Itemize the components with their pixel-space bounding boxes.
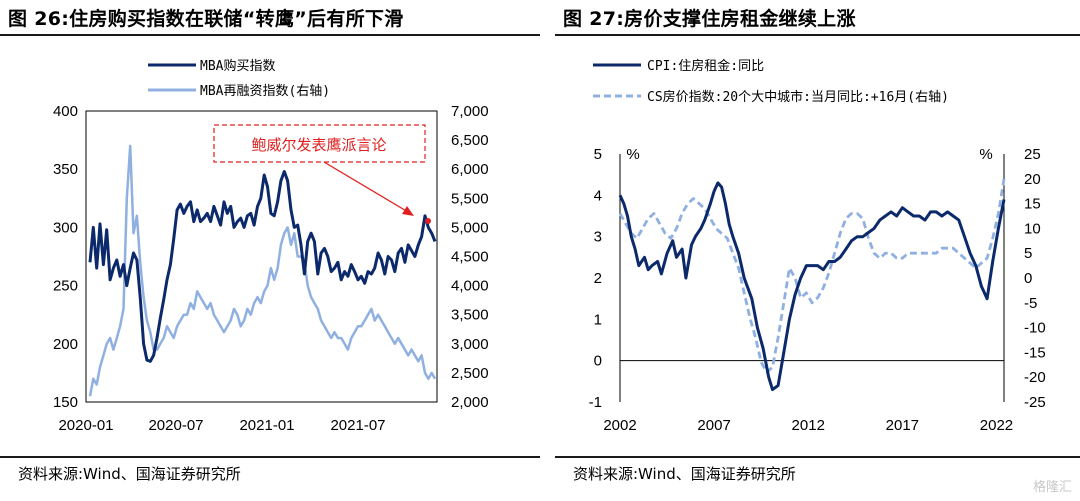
- left-source: 资料来源:Wind、国海证券研究所: [18, 465, 241, 483]
- right-y2-tick-label: 5: [1024, 245, 1032, 262]
- right-x-tick-label: 2012: [792, 417, 825, 434]
- left-y2-tick-label: 5,500: [451, 190, 489, 207]
- right-right-unit: %: [979, 146, 992, 163]
- right-y2-tick-label: -10: [1024, 320, 1046, 337]
- left-y-tick-label: 350: [53, 161, 78, 178]
- mba-refinance-index-line: [88, 144, 437, 397]
- right-y2-tick-label: 0: [1024, 270, 1032, 287]
- right-y2-tick-label: -25: [1024, 394, 1046, 411]
- right-y2-tick-label: 15: [1024, 196, 1041, 213]
- right-y-tick-label: 3: [594, 229, 602, 246]
- right-y2-tick-label: -20: [1024, 369, 1046, 386]
- left-y2-tick-label: 5,000: [451, 219, 489, 236]
- left-x-tick-label: 2021-07: [330, 417, 385, 434]
- left-y-tick-label: 150: [53, 394, 78, 411]
- left-y2-tick-label: 3,000: [451, 336, 489, 353]
- cpi-rent-yoy-line: [618, 181, 1006, 392]
- left-y2-tick-label: 6,500: [451, 132, 489, 149]
- left-x-tick-label: 2020-07: [148, 417, 203, 434]
- right-y2-tick-label: 25: [1024, 146, 1041, 163]
- right-y-tick-label: 1: [594, 311, 602, 328]
- left-figure: 图 26:住房购买指数在联储“转鹰”后有所下滑 400 350 300 250 200 1…: [0, 8, 540, 483]
- left-figure-title: 图 26:住房购买指数在联储“转鹰”后有所下滑: [8, 8, 404, 30]
- right-legend-label: CS房价指数:20个大中城市:当月同比:+16月(右轴): [647, 89, 949, 105]
- right-figure-title: 图 27:房价支撑住房租金继续上涨: [563, 8, 856, 30]
- right-source: 资料来源:Wind、国海证券研究所: [573, 465, 796, 483]
- left-y2-tick-label: 4,500: [451, 249, 489, 266]
- right-y2-tick-label: 20: [1024, 171, 1041, 188]
- right-title-rule: [555, 34, 1080, 36]
- annotation-arrow: [323, 161, 409, 213]
- left-x-tick-label: 2021-01: [239, 417, 294, 434]
- right-source-rule: [555, 456, 1080, 458]
- left-x-tick-label: 2020-01: [58, 417, 113, 434]
- cs-house-price-yoy-line: [618, 178, 1006, 374]
- right-y2-tick-label: 10: [1024, 220, 1041, 237]
- right-y-tick-label: 2: [594, 270, 602, 287]
- left-legend-label: MBA再融资指数(右轴): [200, 84, 330, 99]
- watermark-logo: 格隆汇: [1032, 480, 1072, 495]
- left-y2-tick-label: 3,500: [451, 307, 489, 324]
- right-y-tick-label: 5: [594, 146, 602, 163]
- left-y-tick-label: 200: [53, 336, 78, 353]
- right-left-unit: %: [626, 146, 639, 163]
- left-y2-tick-label: 2,500: [451, 365, 489, 382]
- left-legend-label: MBA购买指数: [200, 58, 275, 74]
- right-y2-tick-label: -15: [1024, 344, 1046, 361]
- right-x-tick-label: 2002: [603, 417, 636, 434]
- left-source-rule: [0, 456, 540, 458]
- right-y-tick-label: -1: [589, 394, 602, 411]
- right-x-tick-label: 2017: [886, 417, 919, 434]
- left-y2-tick-label: 6,000: [451, 161, 489, 178]
- left-title-rule: [0, 34, 540, 36]
- annotation-arrowhead: [402, 206, 414, 216]
- right-y-tick-label: 0: [594, 353, 602, 370]
- right-figure: 图 27:房价支撑住房租金继续上涨 5 4 3 2 1 0 -1 25 20 15 10 5 0 -5 -1…: [555, 0, 1080, 501]
- annotation-marker: [425, 218, 431, 224]
- mba-purchase-index-line: [88, 170, 437, 363]
- left-y-tick-label: 400: [53, 103, 78, 120]
- right-x-tick-label: 2022: [980, 417, 1013, 434]
- right-legend-label: CPI:住房租金:同比: [647, 58, 764, 74]
- right-x-tick-label: 2007: [697, 417, 730, 434]
- annotation-box: [213, 124, 426, 163]
- right-y-tick-label: 4: [594, 187, 602, 204]
- left-plot-frame: [85, 110, 438, 403]
- left-y-tick-label: 250: [53, 278, 78, 295]
- left-chart: 400 350 300 250 200 150 7,000 6,500 6,000 5,500 5,…: [53, 58, 489, 434]
- left-y2-tick-label: 7,000: [451, 103, 489, 120]
- left-y2-tick-label: 4,000: [451, 278, 489, 295]
- left-y-tick-label: 300: [53, 219, 78, 236]
- right-y2-tick-label: -5: [1024, 295, 1037, 312]
- left-y2-tick-label: 2,000: [451, 394, 489, 411]
- annotation-text: 鲍威尔发表鹰派言论: [251, 136, 386, 154]
